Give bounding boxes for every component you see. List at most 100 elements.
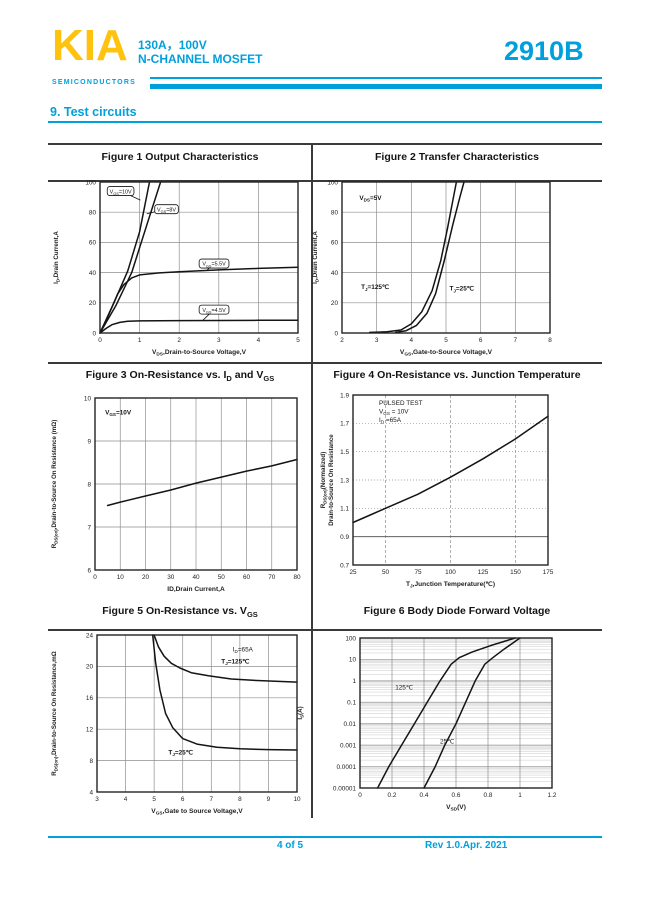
svg-text:0: 0	[92, 330, 96, 337]
svg-text:8: 8	[548, 337, 552, 344]
part-type-line: N-CHANNEL MOSFET	[138, 52, 263, 66]
svg-text:VGS,Gate to Source Voltage,V: VGS,Gate to Source Voltage,V	[151, 808, 243, 817]
svg-text:0.2: 0.2	[388, 792, 397, 799]
svg-text:VGS=10V: VGS=10V	[110, 189, 132, 196]
svg-text:150: 150	[510, 569, 521, 576]
svg-text:4: 4	[124, 796, 128, 803]
header-rule-thick	[150, 84, 602, 89]
svg-text:75: 75	[414, 569, 422, 576]
svg-text:TJ=25℃: TJ=25℃	[168, 749, 193, 757]
svg-text:12: 12	[86, 727, 94, 734]
svg-text:60: 60	[243, 574, 251, 581]
svg-text:0: 0	[358, 792, 362, 799]
svg-text:60: 60	[89, 240, 97, 247]
svg-text:0: 0	[98, 337, 102, 344]
svg-text:60: 60	[331, 240, 339, 247]
part-rating-line: 130A，100V	[138, 38, 207, 52]
svg-text:7: 7	[210, 796, 214, 803]
svg-text:6: 6	[181, 796, 185, 803]
svg-text:ID=65A: ID=65A	[233, 646, 254, 654]
svg-text:4: 4	[257, 337, 261, 344]
svg-text:1.2: 1.2	[548, 792, 557, 799]
svg-text:7: 7	[87, 524, 91, 531]
svg-text:1.1: 1.1	[340, 506, 349, 513]
svg-text:7: 7	[514, 337, 518, 344]
svg-text:80: 80	[293, 574, 301, 581]
svg-text:20: 20	[142, 574, 150, 581]
svg-text:RDS(on)(Normalized): RDS(on)(Normalized)	[320, 452, 328, 509]
svg-text:20: 20	[89, 300, 97, 307]
svg-text:1.7: 1.7	[340, 421, 349, 428]
svg-text:3: 3	[375, 337, 379, 344]
brand-logo-subtext: SEMICONDUCTORS	[52, 79, 136, 86]
svg-text:0.00001: 0.00001	[333, 785, 357, 792]
grid-line-row1-title	[48, 180, 602, 182]
svg-text:0.01: 0.01	[344, 721, 357, 728]
svg-text:VGS=4.5V: VGS=4.5V	[202, 308, 226, 315]
svg-text:80: 80	[331, 210, 339, 217]
svg-text:9: 9	[87, 438, 91, 445]
header-rule-thin	[150, 77, 602, 79]
svg-text:5: 5	[296, 337, 300, 344]
svg-text:VGS=5.5V: VGS=5.5V	[202, 262, 226, 269]
svg-text:TJ=125℃: TJ=125℃	[361, 284, 389, 292]
svg-text:5: 5	[444, 337, 448, 344]
svg-text:175: 175	[543, 569, 554, 576]
svg-text:40: 40	[192, 574, 200, 581]
svg-text:TJ,Junction Temperature(℃): TJ,Junction Temperature(℃)	[406, 580, 495, 590]
figure-3-chart: 0 10 20 30 40 50 60 70 80 6 7 8 9 10 ID,Drain Current,…	[51, 395, 301, 593]
svg-text:VGS=10V: VGS=10V	[105, 409, 132, 417]
figure-6-chart: 0 0.2 0.4 0.6 0.8 1 1.2 100 10 1 0.1 0.01 0.001 0.000…	[297, 635, 557, 813]
svg-text:70: 70	[268, 574, 276, 581]
svg-text:VGS=8V: VGS=8V	[157, 207, 176, 214]
figure-1-chart: 0 1 2 3 4 5 0 20 40 60 80 100 VDS,Drain-to-Source Vo…	[53, 179, 300, 357]
svg-text:40: 40	[331, 270, 339, 277]
svg-text:50: 50	[218, 574, 226, 581]
svg-text:0: 0	[334, 330, 338, 337]
svg-text:4: 4	[410, 337, 414, 344]
figure-4-chart: 25 50 75 100 125 150 175 0.7 0.9 1.1 1.3 1.5 1.7 1.9 T…	[320, 392, 554, 590]
svg-text:VGS = 10V: VGS = 10V	[379, 408, 409, 416]
svg-text:0.001: 0.001	[340, 742, 356, 749]
svg-text:ID =65A: ID =65A	[379, 417, 402, 425]
svg-text:125: 125	[478, 569, 489, 576]
svg-text:100: 100	[345, 635, 356, 642]
svg-text:TJ=125℃: TJ=125℃	[221, 658, 249, 666]
svg-text:TJ=25℃: TJ=25℃	[449, 286, 474, 294]
grid-line-row3-title	[48, 629, 602, 631]
figure-1-title: Figure 1 Output Characteristics	[101, 151, 259, 163]
svg-text:100: 100	[85, 179, 96, 186]
figure-2-title: Figure 2 Transfer Characteristics	[375, 151, 539, 163]
svg-text:3: 3	[95, 796, 99, 803]
svg-text:25℃: 25℃	[440, 738, 454, 745]
figure-3-title: Figure 3 On-Resistance vs. ID and VGS	[85, 369, 275, 384]
grid-line-row2	[48, 362, 602, 364]
page-number: 4 of 5	[276, 840, 304, 851]
svg-text:40: 40	[89, 270, 97, 277]
svg-text:30: 30	[167, 574, 175, 581]
svg-text:RDS(on),Drain-to-Source On Res: RDS(on),Drain-to-Source On Resistance (m…	[51, 420, 59, 549]
revision-label: Rev 1.0.Apr. 2021	[425, 840, 508, 851]
brand-logo: KIA	[52, 21, 128, 70]
svg-text:0.6: 0.6	[452, 792, 461, 799]
grid-line-vertical	[311, 143, 313, 818]
part-number: 2910B	[504, 36, 584, 66]
svg-text:0.1: 0.1	[347, 700, 356, 707]
svg-text:VSD(V): VSD(V)	[446, 804, 466, 813]
figure-5-title: Figure 5 On-Resistance vs. VGS	[102, 605, 258, 620]
svg-text:2: 2	[340, 337, 344, 344]
svg-text:ID,Drain Current,A: ID,Drain Current,A	[53, 231, 61, 284]
svg-text:6: 6	[479, 337, 483, 344]
svg-text:ID,Drain Current,A: ID,Drain Current,A	[312, 231, 320, 284]
svg-text:8: 8	[238, 796, 242, 803]
section-title: 9. Test circuits	[50, 105, 137, 119]
svg-text:9: 9	[267, 796, 271, 803]
figure-6-title: Figure 6 Body Diode Forward Voltage	[363, 605, 551, 617]
svg-text:4: 4	[89, 789, 93, 796]
svg-text:0.4: 0.4	[420, 792, 429, 799]
footer-rule	[48, 836, 602, 838]
svg-text:1.9: 1.9	[340, 392, 349, 399]
svg-text:VDS=5V: VDS=5V	[359, 195, 382, 203]
svg-text:8: 8	[87, 481, 91, 488]
grid-line-top	[48, 143, 602, 145]
